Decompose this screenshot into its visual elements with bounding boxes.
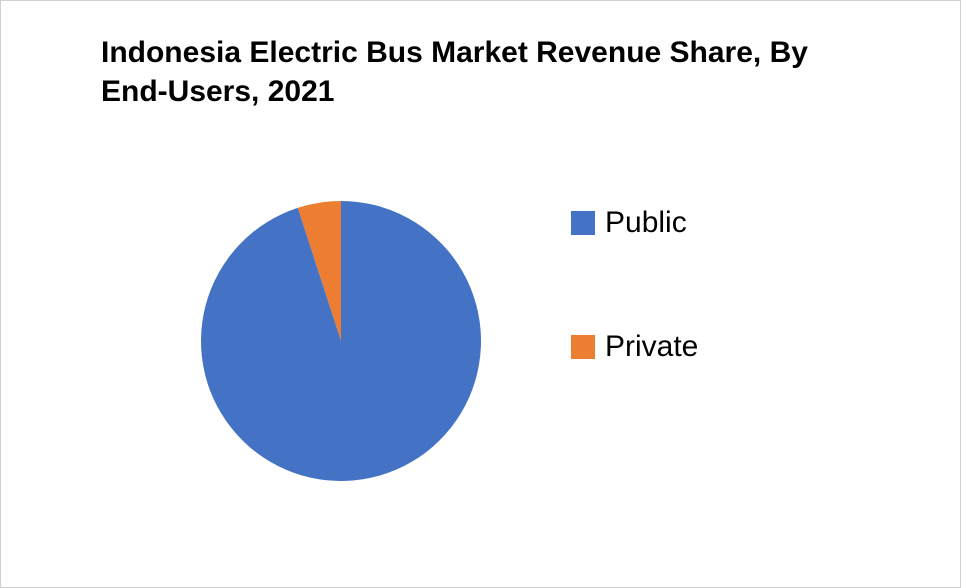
pie-chart <box>201 201 481 481</box>
legend: Public Private <box>571 206 698 454</box>
legend-swatch-public <box>571 211 595 235</box>
pie-slice-public <box>201 201 481 481</box>
legend-label-public: Public <box>605 206 687 240</box>
pie-svg <box>201 201 481 481</box>
chart-title: Indonesia Electric Bus Market Revenue Sh… <box>101 33 861 111</box>
legend-item-private: Private <box>571 330 698 364</box>
legend-label-private: Private <box>605 330 698 364</box>
legend-item-public: Public <box>571 206 698 240</box>
legend-swatch-private <box>571 335 595 359</box>
